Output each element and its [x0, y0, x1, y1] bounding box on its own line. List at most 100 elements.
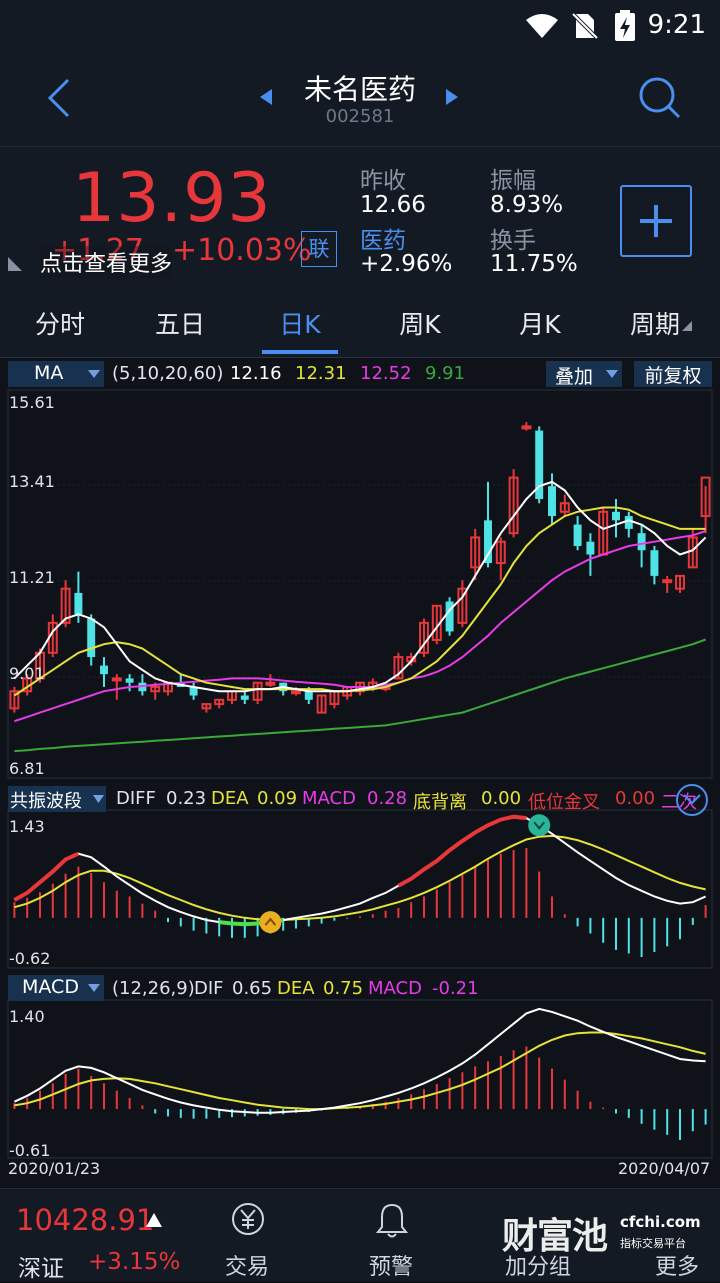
tab-period[interactable]: 周期 [629, 310, 680, 339]
ma20-value: 12.52 [360, 363, 412, 384]
wave-div-label: 底背离 [413, 792, 467, 813]
price-axis-l2: 13.41 [9, 472, 55, 491]
prev-stock-icon[interactable] [258, 88, 274, 106]
no-sim-icon [572, 12, 598, 40]
add-watchlist-button[interactable] [620, 185, 692, 257]
view-more-hint[interactable]: 点击查看更多 [40, 246, 173, 278]
candle [60, 587, 71, 624]
candle [624, 516, 633, 529]
candle [189, 686, 198, 696]
wave-cross-value: 0.00 [615, 788, 656, 809]
next-stock-icon[interactable] [444, 88, 460, 106]
macd-dea-label: DEA [277, 978, 315, 999]
ma-selector[interactable]: MA [8, 361, 104, 387]
more-button[interactable]: 更多 [640, 1197, 714, 1280]
turnover-value: 11.75% [490, 251, 578, 277]
macd-axis-bottom: -0.61 [9, 1141, 51, 1160]
bottom-signal-arrow [264, 917, 277, 926]
candle [291, 690, 301, 695]
overlay-label: 叠加 [555, 366, 594, 388]
amplitude-value: 8.93% [490, 192, 564, 218]
battery-charging-icon [615, 10, 635, 41]
ma-dropdown-icon [88, 370, 100, 378]
macd-selector[interactable]: MACD [8, 975, 104, 1001]
tab-five-day[interactable]: 五日 [154, 310, 205, 339]
candle [74, 592, 83, 615]
price-axis-l3: 11.21 [9, 568, 55, 587]
candle [125, 678, 134, 683]
candle [240, 695, 249, 700]
lian-button[interactable]: 联 [301, 231, 337, 267]
candle [548, 486, 556, 517]
candle [470, 536, 481, 569]
prev-close-value: 12.66 [360, 192, 426, 218]
wave-cross-label: 低位金叉 [528, 792, 600, 813]
kline-chart[interactable] [0, 358, 720, 1183]
wave-axis-bottom: -0.62 [9, 949, 51, 968]
candle [316, 694, 327, 714]
add-group-button[interactable]: 加分组 [494, 1197, 582, 1280]
alert-button[interactable]: 预警 [354, 1197, 428, 1280]
ma5-value: 12.16 [230, 363, 282, 384]
prev-close-label: 昨收 [360, 168, 406, 194]
candle [559, 502, 570, 513]
wave-indicator [13, 814, 707, 958]
candle [201, 703, 212, 710]
index-value[interactable]: 10428.91 [16, 1203, 155, 1237]
candle [637, 533, 646, 551]
tab-intraday[interactable]: 分时 [34, 310, 85, 339]
sector-label[interactable]: 医药 [360, 228, 406, 254]
tab-weekly-k[interactable]: 周K [399, 310, 441, 339]
macd-params: (12,26,9) [112, 978, 195, 999]
sector-change: +2.96% [360, 251, 453, 277]
period-dropdown-icon[interactable] [680, 319, 694, 333]
alert-label: 预警 [368, 1255, 413, 1280]
tab-daily-k[interactable]: 日K [279, 310, 321, 339]
more-label: 更多 [654, 1255, 699, 1280]
macd-macd-label: MACD [368, 978, 422, 999]
wave-dea-value: 0.09 [257, 788, 298, 809]
wave-selector[interactable]: 共振波段 [8, 786, 106, 812]
candle [495, 540, 506, 565]
macd-dropdown-icon [88, 984, 100, 992]
wave-dea-label: DEA [211, 788, 249, 809]
trade-label: 交易 [224, 1255, 269, 1280]
overlay-selector[interactable]: 叠加 [546, 361, 622, 388]
status-time: 9:21 [647, 10, 706, 40]
search-icon[interactable] [638, 76, 682, 120]
macd-indicator [13, 1007, 707, 1141]
overlay-dropdown-icon [606, 370, 618, 378]
ma10-value: 12.31 [295, 363, 347, 384]
candle [304, 691, 313, 700]
candle [586, 541, 595, 555]
tab-monthly-k[interactable]: 月K [519, 310, 561, 339]
status-bar: 9:21 [0, 0, 720, 54]
quote-panel: 13.93 +1.27 +10.03% 点击查看更多 联 昨收 12.66 医药… [0, 147, 720, 293]
back-arrow-icon[interactable] [44, 78, 74, 118]
candle [662, 579, 673, 584]
wave-dea-line [14, 834, 706, 921]
candle [100, 665, 108, 675]
wave-macd-label: MACD [302, 788, 356, 809]
bottom-toolbar: 10428.91 深证 +3.15% 交易 预警 加分组 更多 财富池 cfch… [0, 1188, 720, 1282]
wave-toggle-icon[interactable] [674, 782, 710, 818]
macd-dea-line [14, 1031, 706, 1111]
candle [700, 476, 711, 518]
active-tab-indicator [262, 350, 338, 354]
ma60-line [14, 638, 706, 753]
candle [252, 681, 263, 701]
trade-button[interactable]: 交易 [210, 1197, 284, 1280]
panel-border-2 [7, 999, 713, 1159]
stock-name: 未名医药 [303, 73, 416, 106]
bell-icon [375, 1203, 409, 1238]
brand-site: cfchi.com [620, 1213, 701, 1231]
candle [573, 524, 582, 546]
adjust-button[interactable]: 前复权 [634, 361, 712, 387]
price-axis-bottom: 6.81 [9, 759, 45, 778]
corner-triangle-icon [8, 257, 22, 271]
wave-diff-label: DIFF [116, 788, 156, 809]
wave-selector-label: 共振波段 [10, 791, 82, 812]
candlesticks [9, 422, 711, 714]
wave-macd-value: 0.28 [367, 788, 408, 809]
candle [111, 677, 122, 682]
